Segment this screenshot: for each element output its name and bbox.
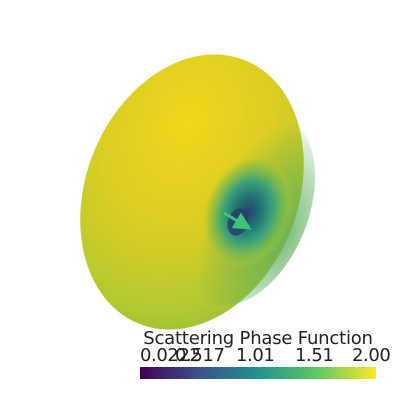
colorbar-title: Scattering Phase Function	[143, 328, 373, 349]
colorbar-tick-label: 2.00	[352, 345, 391, 366]
colorbar-tick-label: 1.51	[295, 345, 334, 366]
colorbar-tick-labels: 0.0222 0.517 1.01 1.51 2.00	[108, 345, 392, 367]
surface-body	[80, 54, 316, 330]
direction-arrow	[223, 211, 252, 230]
colorbar-gradient	[140, 367, 376, 379]
colorbar-tick-label: 0.0222	[140, 345, 201, 366]
colorbar-tick-label: 0.517	[175, 345, 225, 366]
colorbar-tick-label: 1.01	[236, 345, 275, 366]
